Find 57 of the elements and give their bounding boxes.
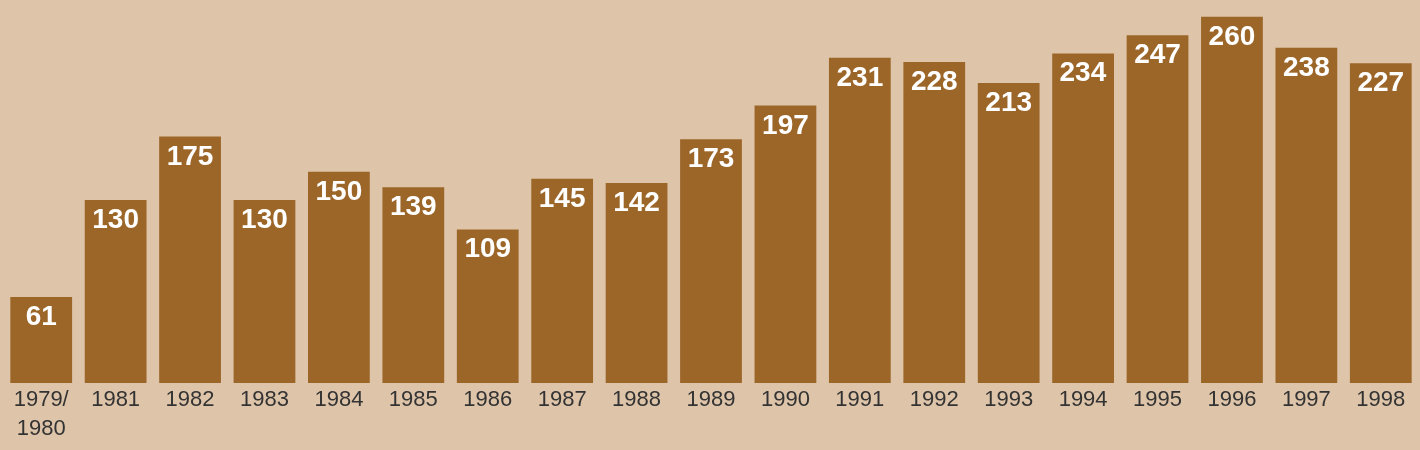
x-tick-label: 1996 (1207, 386, 1257, 411)
data-label: 109 (464, 232, 512, 264)
bar (382, 187, 445, 383)
x-tick-label: 1995 (1133, 386, 1183, 411)
x-tick-label: 1984 (314, 386, 364, 411)
bar (605, 183, 668, 383)
bar (84, 199, 147, 383)
x-tick-label: 1982 (165, 386, 215, 411)
x-tick-label: 1981 (91, 386, 141, 411)
data-label: 231 (836, 60, 884, 92)
x-tick-label: 1979/ 1980 (13, 386, 70, 440)
x-tick-label: 1998 (1356, 386, 1406, 411)
data-label: 227 (1357, 66, 1405, 98)
bar (159, 136, 221, 383)
data-label: 197 (762, 108, 809, 140)
bar (10, 297, 73, 383)
data-label: 130 (241, 202, 288, 234)
x-tick-label: 1994 (1058, 386, 1108, 411)
x-tick-label: 1992 (909, 386, 959, 411)
data-label: 61 (25, 300, 57, 332)
data-label: 173 (687, 142, 735, 174)
bar (308, 171, 370, 383)
x-tick-label: 1989 (686, 386, 736, 411)
data-label: 130 (92, 202, 139, 234)
bar (233, 199, 296, 383)
bar (828, 57, 891, 383)
data-label: 228 (910, 64, 958, 96)
x-tick-label: 1991 (835, 386, 885, 411)
data-label: 145 (538, 181, 586, 213)
bar (1126, 35, 1189, 383)
bar (1052, 53, 1114, 383)
x-tick-label: 1985 (388, 386, 438, 411)
bar (1201, 16, 1263, 383)
bar (680, 139, 742, 383)
bar (1349, 63, 1412, 383)
x-tick-label: 1987 (537, 386, 587, 411)
x-tick-label: 1988 (612, 386, 662, 411)
data-label: 142 (613, 186, 660, 218)
x-tick-label: 1993 (984, 386, 1034, 411)
bar (531, 178, 594, 383)
bar (1275, 47, 1338, 383)
x-tick-label: 1986 (463, 386, 513, 411)
data-label: 175 (166, 139, 214, 171)
data-label: 247 (1134, 38, 1181, 70)
data-label: 260 (1208, 19, 1256, 51)
bar (903, 61, 966, 383)
bar (977, 83, 1040, 383)
data-label: 150 (315, 174, 363, 206)
data-label: 234 (1059, 56, 1107, 88)
data-label: 238 (1283, 50, 1330, 82)
x-tick-label: 1983 (239, 386, 289, 411)
x-tick-label: 1990 (760, 386, 810, 411)
x-tick-label: 1997 (1281, 386, 1331, 411)
data-label: 139 (389, 190, 437, 222)
bar (754, 105, 817, 383)
data-label: 213 (985, 86, 1033, 118)
bar (456, 229, 519, 383)
